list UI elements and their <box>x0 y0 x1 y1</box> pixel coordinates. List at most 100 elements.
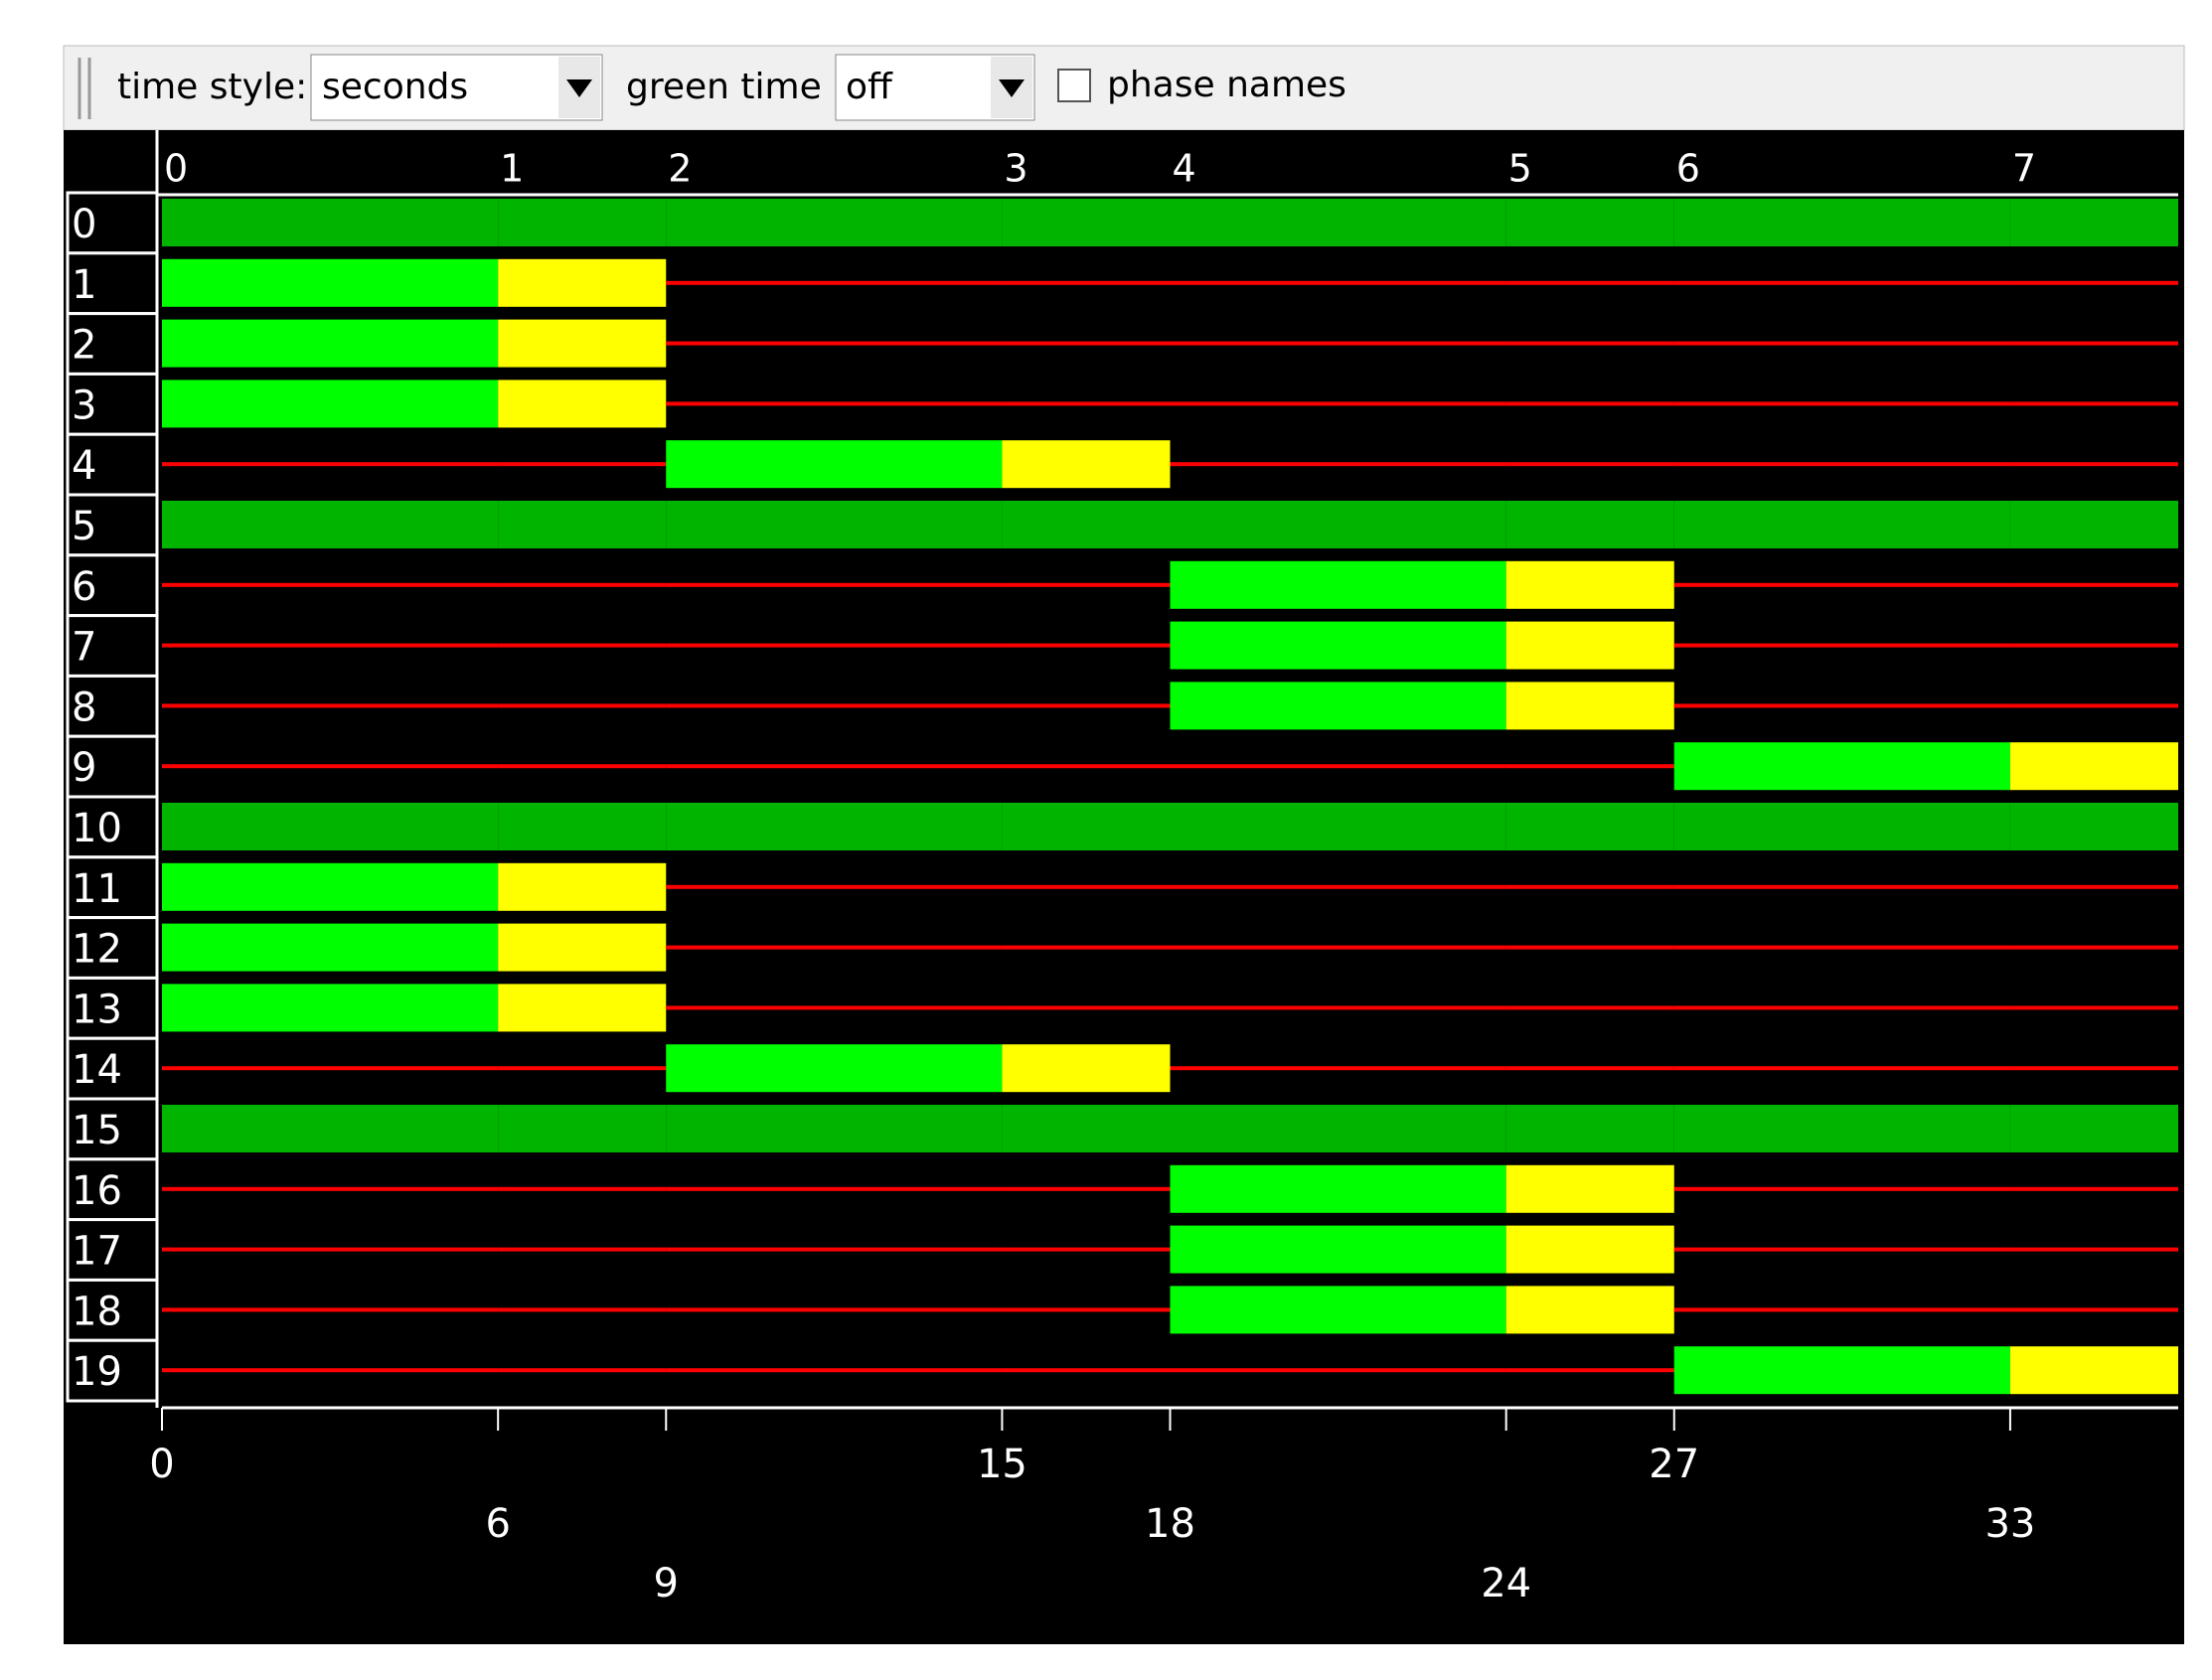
signal-state <box>1002 1105 1171 1152</box>
phase-index-label: 1 <box>500 147 524 191</box>
red-state <box>666 280 1003 285</box>
phase-index-label: 3 <box>1004 147 1027 191</box>
red-state <box>1002 703 1171 708</box>
link-label-cell <box>66 1157 159 1222</box>
red-state <box>2009 1066 2178 1071</box>
red-state <box>2009 401 2178 406</box>
phase-names-checkbox[interactable] <box>1057 69 1091 102</box>
red-state <box>1673 401 2010 406</box>
red-state <box>2009 703 2178 708</box>
link-label: 15 <box>72 1108 122 1153</box>
signal-state <box>1505 1105 1674 1152</box>
red-state <box>498 643 667 648</box>
red-state <box>2009 280 2178 285</box>
signal-state <box>1505 1286 1674 1334</box>
red-state <box>1505 341 1674 346</box>
link-label: 2 <box>72 323 96 369</box>
signal-state <box>1170 501 1506 548</box>
signal-state <box>498 862 667 911</box>
time-label: 24 <box>1481 1561 1531 1606</box>
red-state <box>162 1186 499 1191</box>
red-state <box>666 643 1003 648</box>
signal-state <box>162 1105 499 1152</box>
red-state <box>1673 462 2010 467</box>
red-state <box>1170 764 1506 769</box>
signal-state <box>1673 1346 2010 1395</box>
phase-names-label: phase names <box>1107 65 1346 105</box>
signal-state <box>2009 501 2178 548</box>
red-state <box>1002 1368 1171 1373</box>
link-label-cell <box>66 614 159 678</box>
link-label: 19 <box>72 1349 122 1395</box>
link-label-cell <box>66 855 159 920</box>
red-state <box>1002 945 1171 950</box>
red-state <box>2009 1005 2178 1010</box>
red-state <box>1002 1186 1171 1191</box>
red-state <box>1673 643 2010 648</box>
red-state <box>162 462 499 467</box>
signal-state <box>1170 199 1506 246</box>
signal-state <box>1002 803 1171 850</box>
signal-state <box>498 380 667 428</box>
red-state <box>498 462 667 467</box>
phase-index-label: 6 <box>1676 147 1700 191</box>
red-state <box>666 764 1003 769</box>
signal-state <box>498 199 667 246</box>
phase-index-label: 7 <box>2012 147 2036 191</box>
signal-state <box>162 984 499 1032</box>
phase-index-label: 2 <box>668 147 692 191</box>
red-state <box>498 1307 667 1312</box>
link-label: 4 <box>72 443 96 489</box>
red-state <box>1673 703 2010 708</box>
red-state <box>1002 1005 1171 1010</box>
link-label: 6 <box>72 564 96 610</box>
red-state <box>1170 341 1506 346</box>
time-style-value: seconds <box>322 67 468 107</box>
time-style-combo[interactable] <box>310 54 603 121</box>
signal-state <box>1170 560 1506 609</box>
red-state <box>1002 1247 1171 1252</box>
signal-state <box>1673 199 2010 246</box>
signal-state <box>1170 1225 1506 1274</box>
red-state <box>1673 1186 2010 1191</box>
signal-state <box>1002 440 1171 489</box>
signal-state <box>1505 621 1674 670</box>
red-state <box>666 1307 1003 1312</box>
signal-state <box>1505 501 1674 548</box>
signal-state <box>666 199 1003 246</box>
link-label: 5 <box>72 504 96 549</box>
link-label: 14 <box>72 1047 122 1093</box>
time-label: 27 <box>1649 1442 1699 1487</box>
signal-state <box>1505 803 1674 850</box>
signal-state <box>162 862 499 911</box>
red-state <box>1002 884 1171 889</box>
red-state <box>1002 280 1171 285</box>
red-state <box>498 703 667 708</box>
red-state <box>666 884 1003 889</box>
red-state <box>162 703 499 708</box>
link-label-cell <box>66 1097 159 1161</box>
signal-state <box>498 923 667 972</box>
signal-state <box>1170 803 1506 850</box>
link-label: 10 <box>72 806 122 851</box>
red-state <box>2009 1186 2178 1191</box>
red-state <box>162 1307 499 1312</box>
signal-state <box>162 258 499 307</box>
red-state <box>1673 582 2010 587</box>
red-state <box>1673 884 2010 889</box>
red-state <box>162 1066 499 1071</box>
red-state <box>1505 764 1674 769</box>
link-label: 13 <box>72 987 122 1032</box>
red-state <box>2009 884 2178 889</box>
signal-state <box>498 803 667 850</box>
time-style-label: time style: <box>117 67 307 107</box>
signal-state <box>666 440 1003 489</box>
signal-state <box>498 501 667 548</box>
signal-state <box>2009 1346 2178 1395</box>
link-label-cell <box>66 1036 159 1101</box>
red-state <box>1505 462 1674 467</box>
link-label: 9 <box>72 745 96 791</box>
red-state <box>1002 401 1171 406</box>
red-state <box>1505 280 1674 285</box>
link-label: 0 <box>72 202 96 247</box>
